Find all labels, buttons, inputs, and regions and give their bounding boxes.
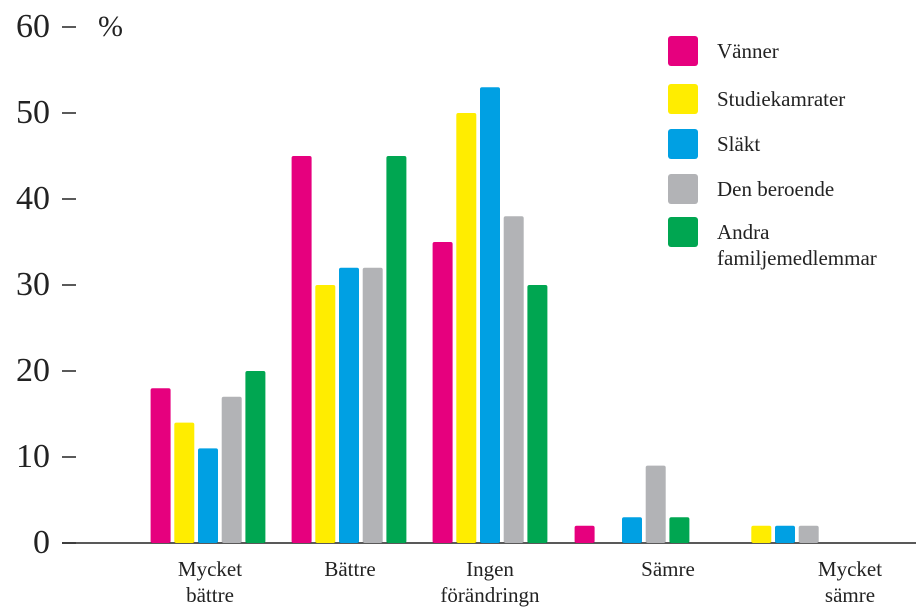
x-tick-label: Ingen förändringn xyxy=(440,557,540,607)
bar xyxy=(527,285,548,543)
legend-swatch xyxy=(668,217,698,247)
bar xyxy=(174,422,195,543)
bar xyxy=(798,525,819,543)
y-tick-label: 10 xyxy=(16,438,50,475)
y-tick-label: 0 xyxy=(33,524,50,561)
bar xyxy=(245,371,266,543)
bar xyxy=(291,156,312,543)
legend-label: Studiekamrater xyxy=(717,87,846,111)
legend-label: Vänner xyxy=(717,39,779,63)
bar xyxy=(198,448,218,543)
bar xyxy=(315,285,336,543)
bar xyxy=(645,465,666,543)
bar xyxy=(339,267,359,543)
y-tick-label: 40 xyxy=(16,180,50,217)
legend-swatch xyxy=(668,129,698,159)
legend-label: Släkt xyxy=(717,132,761,156)
bar xyxy=(775,525,795,543)
y-tick-label: 20 xyxy=(16,352,50,389)
y-tick-label: 30 xyxy=(16,266,50,303)
bar xyxy=(622,517,642,543)
legend-swatch xyxy=(668,36,698,66)
bar xyxy=(574,525,595,543)
legend-swatch xyxy=(668,84,698,114)
bar xyxy=(221,396,242,543)
bar xyxy=(362,267,383,543)
bar xyxy=(386,156,407,543)
bar xyxy=(669,517,690,543)
x-tick-label: Mycket bättre xyxy=(177,557,243,607)
bar xyxy=(456,113,477,543)
bar xyxy=(432,242,453,543)
y-tick-label: 50 xyxy=(16,94,50,131)
bar xyxy=(480,87,500,543)
bar xyxy=(751,525,772,543)
x-tick-label: Mycket sämre xyxy=(817,557,883,607)
legend-label: Den beroende xyxy=(717,177,835,201)
legend-swatch xyxy=(668,174,698,204)
x-tick-label: Sämre xyxy=(641,557,695,581)
bar xyxy=(503,216,524,543)
x-tick-label: Bättre xyxy=(324,557,376,581)
bar xyxy=(150,388,171,543)
y-tick-label: 60 xyxy=(16,8,50,45)
y-axis-label: % xyxy=(98,10,123,43)
legend-label: Andra familjemedlemmar xyxy=(717,220,877,270)
